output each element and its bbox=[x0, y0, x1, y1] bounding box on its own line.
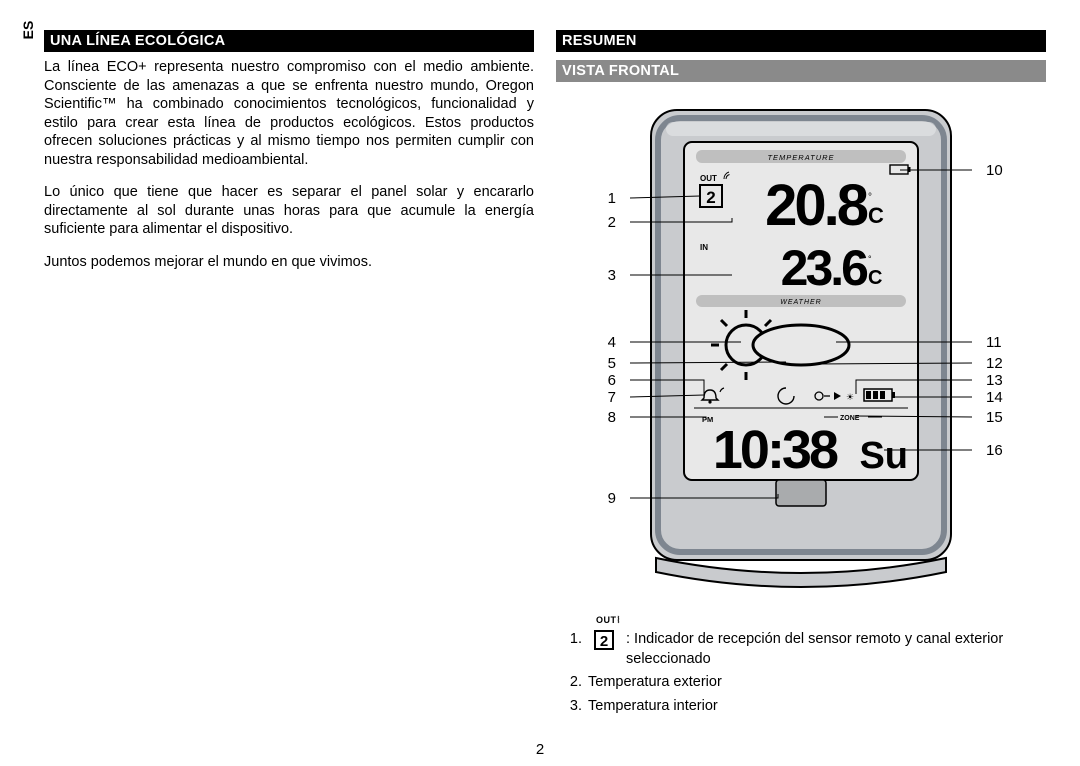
callout-number: 7 bbox=[608, 389, 616, 406]
page-number: 2 bbox=[536, 741, 544, 758]
svg-text:☀: ☀ bbox=[846, 392, 854, 402]
callout-number: 5 bbox=[608, 355, 616, 372]
in-unit: C bbox=[868, 267, 882, 289]
language-tab: ES bbox=[16, 20, 40, 40]
front-view-diagram: TEMPERATURE OUT 2 20.8 ° C bbox=[556, 90, 1046, 610]
callout-number: 14 bbox=[986, 389, 1003, 406]
label-temperature: TEMPERATURE bbox=[767, 153, 834, 162]
callout-number: 1 bbox=[608, 190, 616, 207]
legend: OUT⦚ 1. 2 : Indicador de recepción del s… bbox=[556, 614, 1046, 716]
legend-channel-icon: 2 bbox=[588, 630, 622, 669]
subheading-front-view: VISTA FRONTAL bbox=[556, 60, 1046, 82]
column-left: UNA LÍNEA ECOLÓGICA La línea ECO+ repres… bbox=[44, 30, 534, 750]
callout-number: 6 bbox=[608, 372, 616, 389]
out-channel: 2 bbox=[706, 188, 715, 207]
out-unit: C bbox=[868, 203, 884, 228]
callout-number: 3 bbox=[608, 267, 616, 284]
svg-text:2: 2 bbox=[600, 633, 608, 650]
in-degree: ° bbox=[868, 254, 872, 264]
label-pm: PM bbox=[702, 415, 713, 424]
label-in: IN bbox=[700, 243, 708, 252]
out-temp: 20.8 bbox=[765, 173, 868, 238]
callout-number: 15 bbox=[986, 409, 1003, 426]
callout-number: 8 bbox=[608, 409, 616, 426]
heading-summary: RESUMEN bbox=[556, 30, 1046, 52]
callout-number: 16 bbox=[986, 442, 1003, 459]
label-out: OUT bbox=[700, 174, 717, 183]
callout-number: 2 bbox=[608, 214, 616, 231]
callout-number: 11 bbox=[986, 334, 1002, 351]
callout-number: 13 bbox=[986, 372, 1003, 389]
page-body: UNA LÍNEA ECOLÓGICA La línea ECO+ repres… bbox=[44, 30, 1050, 750]
callout-number: 4 bbox=[608, 334, 616, 351]
label-weather: WEATHER bbox=[780, 299, 821, 306]
paragraph-2: Lo único que tiene que hacer es separar … bbox=[44, 183, 534, 239]
out-degree: ° bbox=[868, 192, 872, 203]
callout-number: 9 bbox=[608, 490, 616, 507]
clock-day: Su bbox=[859, 435, 908, 477]
column-right: RESUMEN VISTA FRONTAL TEMPERATURE bbox=[556, 30, 1046, 750]
solar-tab bbox=[776, 480, 826, 506]
legend-item-3: 3. Temperatura interior bbox=[556, 697, 1046, 717]
clock-time: 10:38 bbox=[713, 420, 838, 480]
legend-item-2: 2. Temperatura exterior bbox=[556, 673, 1046, 693]
heading-eco-line: UNA LÍNEA ECOLÓGICA bbox=[44, 30, 534, 52]
paragraph-1: La línea ECO+ representa nuestro comprom… bbox=[44, 58, 534, 169]
legend-out-small: OUT⦚ bbox=[596, 614, 1046, 626]
callout-number: 10 bbox=[986, 162, 1003, 179]
legend-item-1: 1. 2 : Indicador de recepción del sensor… bbox=[556, 630, 1046, 669]
callout-number: 12 bbox=[986, 355, 1003, 372]
in-temp: 23.6 bbox=[781, 240, 868, 296]
paragraph-3: Juntos podemos mejorar el mundo en que v… bbox=[44, 253, 534, 272]
